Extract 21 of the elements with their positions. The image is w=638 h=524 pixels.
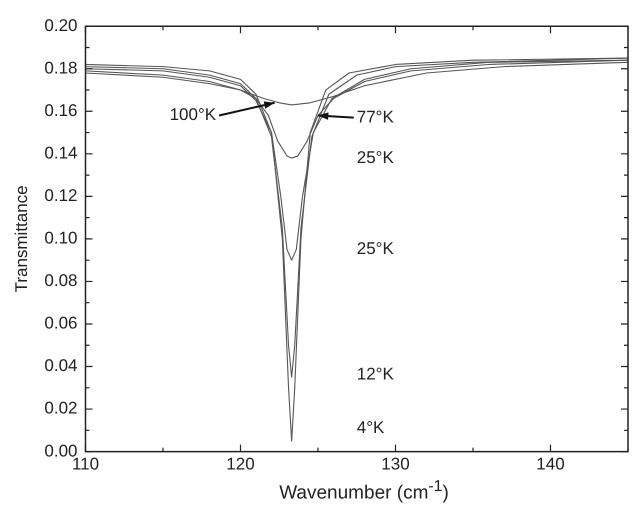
x-tick-label: 120 bbox=[226, 454, 255, 474]
y-tick-label: 0.08 bbox=[44, 271, 78, 290]
y-tick-label: 0.14 bbox=[44, 144, 78, 163]
annotation: 12°K bbox=[356, 364, 394, 384]
y-tick-label: 0.18 bbox=[44, 58, 78, 78]
y-tick-label: 0.20 bbox=[44, 16, 78, 35]
annotation: 25°K bbox=[356, 239, 394, 258]
annotation: 77°K bbox=[356, 107, 394, 126]
y-tick-label: 0.04 bbox=[44, 356, 78, 376]
annotation: 4°K bbox=[356, 418, 385, 437]
y-tick-label: 0.06 bbox=[44, 314, 78, 333]
y-tick-label: 0.16 bbox=[44, 100, 78, 120]
y-axis-title: Transmittance bbox=[12, 185, 31, 292]
x-tick-label: 140 bbox=[536, 454, 565, 474]
y-tick-label: 0.12 bbox=[44, 186, 78, 206]
annotation: 100°K bbox=[170, 105, 217, 124]
y-tick-label: 0.02 bbox=[44, 398, 78, 418]
annotation: 25°K bbox=[356, 148, 394, 167]
y-tick-label: 0.10 bbox=[44, 228, 78, 248]
x-axis-title: Wavenumber (cm$^{-1}$) bbox=[278, 478, 450, 504]
x-tick-label: 130 bbox=[381, 454, 410, 474]
